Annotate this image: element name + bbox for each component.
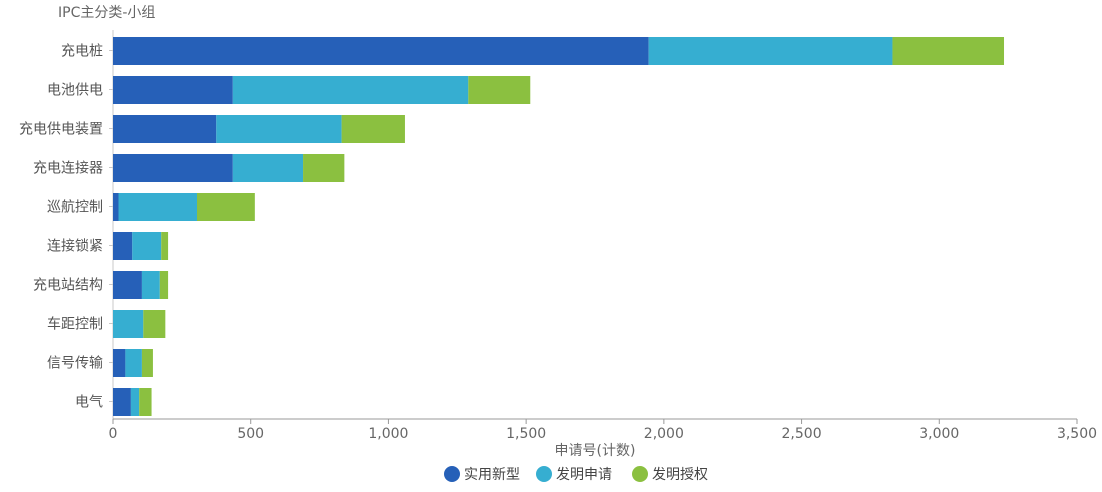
bar-segment-utility-model <box>113 388 131 416</box>
x-tick-label: 0 <box>109 426 118 442</box>
y-category-label: 电池供电 <box>47 83 103 99</box>
x-axis-title: 申请号(计数) <box>555 443 636 459</box>
bar-segment-invention-grant <box>143 310 165 338</box>
bar-segment-utility-model <box>113 37 649 65</box>
bar-segment-invention-application <box>233 154 303 182</box>
bar-segment-invention-grant <box>342 115 405 143</box>
bar-segment-utility-model <box>113 154 233 182</box>
legend-marker <box>444 466 460 482</box>
bar-segment-invention-grant <box>303 154 344 182</box>
bar-segment-invention-application <box>142 271 160 299</box>
bar-segment-utility-model <box>113 193 119 221</box>
x-tick-label: 2,000 <box>644 426 684 442</box>
labels-group: IPC主分类-小组 0 500 1,000 1,500 2,000 2,500 3,000 3,… <box>19 5 1097 459</box>
bars-group <box>113 37 1004 416</box>
bar-segment-invention-application <box>233 76 468 104</box>
bar-segment-invention-application <box>113 310 143 338</box>
bar-segment-utility-model <box>113 76 233 104</box>
y-category-label: 电气 <box>75 395 103 411</box>
bar-segment-invention-grant <box>160 271 168 299</box>
y-category-label: 连接锁紧 <box>47 238 103 255</box>
x-tick-label: 1,500 <box>506 426 546 442</box>
bar-segment-invention-grant <box>892 37 1004 65</box>
x-tick-label: 2,500 <box>782 426 822 442</box>
bar-segment-invention-grant <box>139 388 151 416</box>
bar-segment-utility-model <box>113 232 132 260</box>
bar-segment-invention-application <box>216 115 341 143</box>
bar-segment-invention-application <box>132 232 161 260</box>
legend: 实用新型 发明申请 发明授权 <box>444 466 708 483</box>
x-tick-label: 3,500 <box>1057 426 1097 442</box>
y-category-label: 巡航控制 <box>47 200 103 216</box>
bar-segment-invention-grant <box>161 232 168 260</box>
bar-segment-utility-model <box>113 349 125 377</box>
legend-label: 发明申请 <box>556 467 612 483</box>
bar-segment-utility-model <box>113 271 142 299</box>
y-category-label: 充电站结构 <box>33 278 103 294</box>
y-category-label: 信号传输 <box>47 356 103 372</box>
bar-segment-invention-application <box>649 37 893 65</box>
y-category-label: 车距控制 <box>47 316 103 333</box>
bar-segment-invention-grant <box>468 76 530 104</box>
x-tick-label: 500 <box>237 426 264 442</box>
bar-segment-invention-grant <box>197 193 255 221</box>
bar-segment-invention-application <box>125 349 142 377</box>
x-tick-label: 3,000 <box>919 426 959 442</box>
bar-segment-invention-application <box>131 388 139 416</box>
y-category-label: 充电桩 <box>61 43 103 60</box>
y-axis-title: IPC主分类-小组 <box>58 5 155 21</box>
y-category-label: 充电连接器 <box>33 160 103 177</box>
bar-segment-invention-application <box>119 193 197 221</box>
legend-marker <box>632 466 648 482</box>
bar-segment-invention-grant <box>142 349 153 377</box>
x-tick-label: 1,000 <box>368 426 408 442</box>
bar-segment-utility-model <box>113 115 216 143</box>
y-category-label: 充电供电装置 <box>19 122 103 138</box>
legend-label: 发明授权 <box>652 467 708 483</box>
legend-label: 实用新型 <box>464 467 520 483</box>
legend-marker <box>536 466 552 482</box>
